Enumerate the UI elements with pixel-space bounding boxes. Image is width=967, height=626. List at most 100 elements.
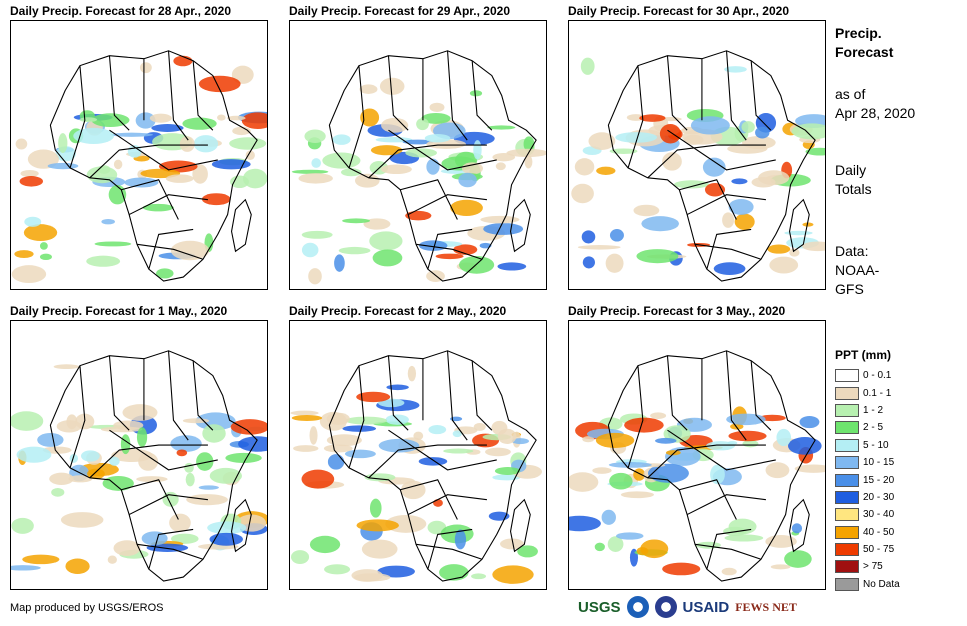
precip-cell [170, 240, 210, 261]
precip-cell [609, 229, 624, 242]
asof-line2: Apr 28, 2020 [835, 105, 916, 121]
precip-cell [342, 425, 377, 432]
precip-cell [473, 422, 486, 431]
precip-field [11, 55, 267, 284]
precip-cell [769, 256, 799, 274]
precip-cell [304, 129, 326, 143]
precip-cell [290, 410, 319, 416]
precip-cell [69, 453, 79, 463]
precip-cell [170, 435, 202, 452]
precip-cell [184, 462, 194, 473]
country-border [750, 360, 772, 431]
precip-cell [497, 262, 527, 271]
precip-cell [308, 268, 322, 285]
country-border [192, 60, 214, 131]
madagascar-outline [789, 498, 810, 553]
precip-cell [726, 413, 766, 426]
legend-swatch [835, 421, 859, 435]
precip-cell [426, 158, 440, 175]
precip-cell [238, 436, 267, 452]
data-line3: GFS [835, 281, 864, 297]
country-border [725, 50, 747, 141]
legend-swatch [835, 473, 859, 487]
country-border [706, 228, 752, 270]
precip-cell [706, 441, 736, 451]
precip-cell [344, 449, 376, 459]
legend-item: 40 - 50 [835, 524, 900, 541]
precip-cell [37, 432, 64, 447]
precip-cell [360, 108, 380, 127]
precip-cell [479, 242, 492, 249]
precip-cell [354, 173, 380, 188]
precip-cell [107, 555, 117, 564]
precip-cell [73, 127, 114, 144]
precip-cell [607, 536, 624, 552]
country-border [679, 179, 737, 220]
precip-cell [582, 256, 595, 269]
precip-cell [11, 565, 41, 571]
precip-cell [615, 132, 658, 143]
legend-swatch [835, 490, 859, 504]
legend-title: PPT (mm) [835, 348, 892, 362]
africa-coastline [328, 350, 537, 582]
precip-cell [473, 140, 482, 160]
legend-swatch [835, 508, 859, 522]
precip-cell [23, 224, 58, 242]
country-border [128, 494, 208, 516]
precip-cell [356, 391, 391, 403]
data-line1: Data: [835, 243, 869, 259]
precip-cell [139, 62, 152, 74]
precip-cell [351, 569, 383, 582]
precip-cell [241, 112, 267, 129]
data-line2: NOAA- [835, 262, 880, 278]
legend-label: 2 - 5 [863, 422, 884, 434]
legend-item: 5 - 10 [835, 437, 900, 454]
precip-cell [577, 245, 621, 250]
legend-swatch [835, 456, 859, 470]
precip-cell [102, 475, 134, 491]
map-panel-6 [568, 320, 826, 590]
precip-cell [113, 540, 141, 556]
precip-cell [429, 102, 445, 113]
precip-cell [639, 114, 666, 122]
precip-cell [500, 538, 525, 550]
forecast-heading: Precip. Forecast [835, 24, 893, 62]
legend-item: 2 - 5 [835, 419, 900, 436]
nasa-logo-icon [654, 596, 677, 618]
precip-cell [662, 562, 701, 576]
totals-line1: Daily [835, 162, 867, 178]
precip-cell [141, 531, 168, 546]
country-border [427, 228, 473, 270]
precip-cell [361, 539, 398, 559]
precip-cell [146, 543, 189, 552]
precip-cell [794, 464, 825, 473]
precip-cell [580, 57, 595, 75]
precip-map-svg [291, 50, 546, 285]
precip-cell [805, 147, 825, 156]
precip-cell [334, 254, 345, 272]
precip-cell [734, 213, 755, 230]
precip-cell [173, 55, 193, 67]
precip-cell [192, 164, 208, 184]
precip-cell [799, 415, 820, 429]
precip-cell [372, 249, 403, 267]
precip-cell [428, 425, 447, 435]
precip-cell [120, 434, 131, 455]
country-border [686, 194, 766, 216]
country-border [647, 444, 766, 479]
precip-cell [765, 462, 790, 479]
legend-item: 30 - 40 [835, 506, 900, 523]
legend-label: > 75 [863, 561, 883, 573]
precip-cell [322, 152, 361, 169]
precip-cell [424, 134, 451, 143]
precip-field [290, 365, 542, 584]
precip-cell [492, 565, 534, 584]
country-border [121, 479, 179, 520]
precip-cell [480, 215, 520, 224]
panel-title-3: Daily Precip. Forecast for 30 Apr., 2020 [568, 4, 789, 18]
precip-cell [636, 547, 649, 556]
precip-cell [91, 113, 130, 128]
precip-cell [142, 203, 174, 212]
precip-cell [369, 498, 382, 518]
legend-swatch [835, 577, 859, 591]
